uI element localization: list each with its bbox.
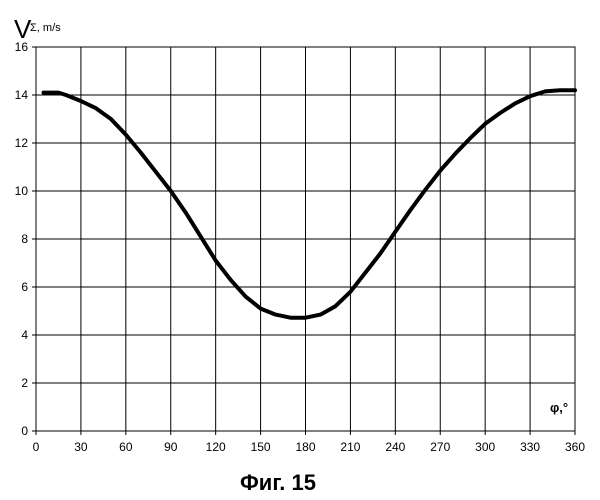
- x-tick-label: 0: [33, 440, 40, 454]
- y-axis-ticks: 0246810121416: [15, 40, 29, 438]
- x-tick-label: 360: [565, 440, 585, 454]
- y-tick-label: 14: [15, 88, 29, 102]
- y-tick-label: 12: [15, 136, 29, 150]
- x-tick-label: 180: [295, 440, 315, 454]
- x-tick-label: 30: [74, 440, 88, 454]
- y-axis-label-sub: Σ, m/s: [30, 22, 61, 34]
- y-tick-label: 6: [21, 280, 28, 294]
- x-axis-ticks: 0 30 60 90 120 150 180 210 240 270 300 330 360: [33, 440, 586, 454]
- x-tick-label: 300: [475, 440, 495, 454]
- x-tick-label: 150: [251, 440, 271, 454]
- figure-caption: Фиг. 15: [240, 470, 316, 495]
- x-tick-label: 330: [520, 440, 540, 454]
- y-tick-label: 8: [21, 232, 28, 246]
- x-tick-label: 60: [119, 440, 133, 454]
- x-tick-label: 90: [164, 440, 178, 454]
- x-tick-label: 240: [385, 440, 405, 454]
- x-tick-label: 120: [206, 440, 226, 454]
- series-line: [44, 90, 576, 318]
- x-axis-label: φ,°: [550, 400, 568, 415]
- y-tick-label: 2: [21, 376, 28, 390]
- y-tick-label: 0: [21, 424, 28, 438]
- grid: [32, 47, 575, 435]
- y-tick-label: 10: [15, 184, 29, 198]
- x-tick-label: 270: [430, 440, 450, 454]
- y-tick-label: 4: [21, 328, 28, 342]
- x-tick-label: 210: [340, 440, 360, 454]
